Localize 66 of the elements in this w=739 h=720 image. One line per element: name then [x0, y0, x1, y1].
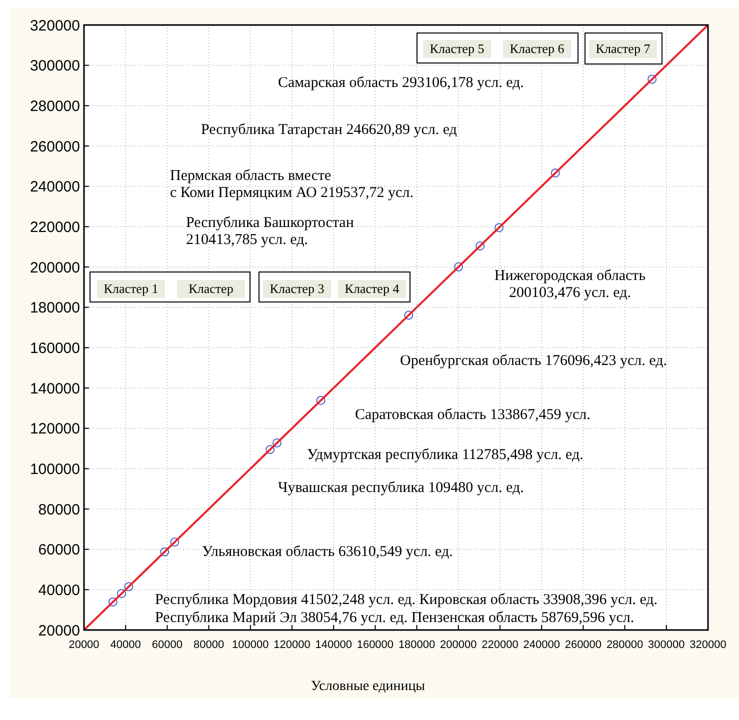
x-tick-label: 160000 [356, 639, 394, 651]
y-tick-label: 80000 [38, 501, 80, 518]
x-tick-label: 320000 [690, 639, 726, 651]
x-tick-label: 80000 [194, 639, 224, 651]
point [454, 262, 464, 272]
y-tick-label: 180000 [30, 300, 80, 317]
x-tick-label: 300000 [648, 639, 685, 651]
annotation: Кластер 3 [270, 281, 324, 296]
y-tick-label: 240000 [30, 178, 80, 196]
x-tick-label: 20000 [68, 639, 100, 651]
point [272, 438, 282, 448]
annotation: Республика Башкортостан 210413,785 усл. ед. [186, 215, 354, 248]
annotation: Кластер [188, 281, 234, 296]
x-tick-label: 200000 [440, 639, 477, 651]
point [476, 242, 485, 250]
point [170, 538, 180, 547]
x-tick-label: 100000 [232, 639, 269, 651]
annotation: Ульяновская область 63610,549 усл. ед. [202, 544, 453, 560]
x-tick-label: 60000 [152, 639, 182, 651]
point [117, 589, 126, 598]
y-tick-label: 300000 [30, 58, 80, 75]
annotation: Кластер 4 [344, 281, 400, 296]
annotation: Удмуртская республика 112785,498 усл. ед. [307, 447, 584, 463]
annotation: Чувашская республика 109480 усл. ед. [278, 480, 524, 496]
y-tick-label: 200000 [30, 259, 80, 276]
point [124, 582, 134, 592]
annotation: Саратовская область 133867,459 усл. [355, 407, 590, 423]
y-tick-label: 260000 [30, 138, 80, 156]
x-tick-label: 140000 [315, 639, 352, 651]
x-axis-title: Условные единицы [310, 679, 426, 694]
x-tick-label: 280000 [606, 639, 644, 651]
point [648, 74, 657, 84]
x-tick-label: 180000 [398, 639, 436, 651]
annotation: Республика Татарстан 246620,89 усл. ед [201, 122, 458, 138]
point [550, 168, 560, 178]
point [160, 547, 170, 556]
point [404, 310, 414, 320]
x-tick-label: 120000 [274, 639, 310, 651]
y-tick-label: 160000 [30, 340, 80, 357]
y-tick-label: 40000 [38, 582, 80, 599]
point [316, 396, 326, 405]
annotation: Нижегородская область 200103,476 усл. ед. [494, 268, 646, 301]
x-tick-label: 40000 [110, 639, 141, 651]
annotation: Кластер 6 [510, 41, 565, 56]
y-tick-label: 100000 [30, 460, 80, 478]
y-tick-label: 280000 [30, 98, 80, 115]
x-tick-label: 240000 [523, 639, 560, 651]
annotation: Республика Мордовия 41502,248 усл. ед. Кировская область 33908,396 усл. ед. [155, 592, 658, 608]
annotation: Пермская область вместе с Коми Пермяцким АО 219537,72 усл. [170, 168, 414, 201]
x-tick-label: 220000 [482, 639, 518, 651]
y-tick-label: 120000 [30, 420, 80, 438]
annotation: Республика Марий Эл 38054,76 усл. ед. Пензенская область 58769,596 усл. [155, 610, 634, 626]
point [108, 597, 118, 606]
point [494, 223, 504, 232]
y-tick-label: 220000 [30, 218, 80, 236]
point [266, 445, 275, 454]
y-tick-label: 20000 [38, 622, 80, 640]
y-tick-label: 320000 [30, 17, 80, 34]
annotation: Оренбургская область 176096,423 усл. ед. [400, 353, 667, 369]
y-tick-label: 60000 [38, 542, 80, 559]
annotation: Кластер 5 [430, 41, 484, 56]
annotation: Кластер 1 [104, 281, 158, 296]
x-tick-label: 260000 [564, 639, 602, 651]
annotation: Кластер 7 [596, 41, 651, 56]
y-tick-label: 140000 [30, 380, 80, 398]
annotation: Самарская область 293106,178 усл. ед. [278, 75, 524, 91]
